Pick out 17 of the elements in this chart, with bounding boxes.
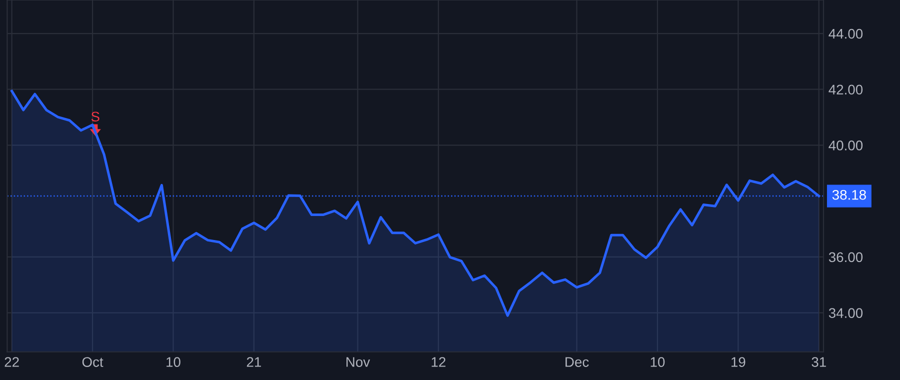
- y-tick-label: 36.00: [828, 252, 863, 262]
- x-tick-label: Nov: [346, 357, 370, 367]
- y-tick-label: 44.00: [828, 28, 863, 39]
- ref-line-label: 38.18: [832, 190, 866, 200]
- y-tick-label: 34.00: [828, 308, 863, 318]
- x-tick-label: 22: [4, 357, 19, 367]
- x-tick-label: Dec: [566, 357, 589, 367]
- x-tick-label: 10: [166, 357, 180, 367]
- x-tick-label: 19: [732, 357, 746, 367]
- x-tick-label: Oct: [82, 357, 104, 367]
- annotation: S: [91, 112, 100, 122]
- y-tick-label: 40.00: [828, 140, 863, 150]
- x-tick-label: 10: [650, 357, 665, 367]
- x-tick-label: 21: [246, 357, 261, 367]
- y-tick-label: 42.00: [828, 84, 863, 95]
- x-tick-label: 31: [812, 357, 826, 367]
- x-tick-label: 12: [432, 357, 446, 367]
